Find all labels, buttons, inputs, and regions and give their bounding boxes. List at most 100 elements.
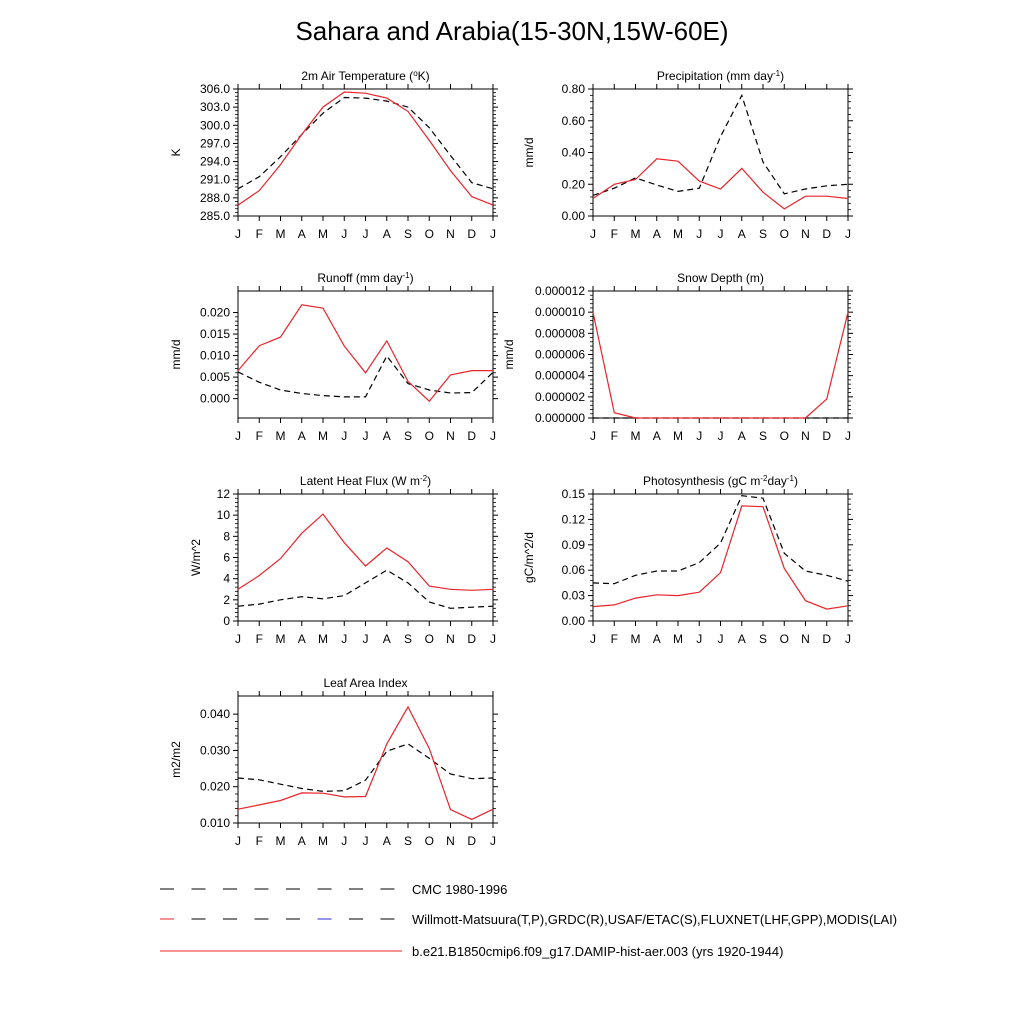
x-tick-label: J (490, 429, 496, 443)
x-tick-label: N (801, 429, 810, 443)
x-tick-label: S (404, 632, 412, 646)
series-line-model (237, 304, 493, 403)
x-tick-label: J (590, 429, 596, 443)
series-line-model (592, 312, 849, 419)
y-tick-label: 0.000000 (535, 411, 585, 425)
x-tick-label: A (738, 632, 746, 646)
y-tick-label: 2 (223, 593, 230, 607)
x-tick-label: A (298, 227, 306, 241)
chart-title: Leaf Area Index (323, 676, 407, 690)
y-tick-label: 0.030 (200, 743, 230, 757)
y-tick-label: 306.0 (200, 82, 230, 96)
x-tick-label: J (341, 429, 347, 443)
x-tick-label: A (298, 429, 306, 443)
x-tick-label: J (235, 834, 241, 848)
y-tick-label: 0.010 (200, 349, 230, 363)
series-line-observations (237, 354, 494, 398)
y-tick-label: 297.0 (200, 136, 230, 150)
y-axis-label: mm/d (502, 340, 516, 370)
series-line-model (237, 513, 494, 591)
series-line-observations (592, 495, 849, 585)
legend: CMC 1980-1996 Willmott-Matsuura(T,P),GRDC… (160, 882, 897, 959)
x-tick-label: F (611, 429, 618, 443)
x-tick-label: M (318, 429, 328, 443)
x-tick-label: F (611, 632, 618, 646)
x-tick-label: M (276, 632, 286, 646)
y-tick-label: 288.0 (200, 191, 230, 205)
legend-item-solid-red: b.e21.B1850cmip6.f09_g17.DAMIP-hist-aer.… (160, 944, 783, 959)
y-tick-label: 0.00 (562, 614, 586, 628)
y-tick-label: 0.020 (200, 780, 230, 794)
series-line-model (237, 91, 494, 206)
plot-frame (237, 493, 494, 622)
x-tick-label: M (318, 227, 328, 241)
x-tick-label: M (673, 632, 683, 646)
x-tick-label: M (631, 429, 641, 443)
x-tick-label: M (673, 227, 683, 241)
x-tick-label: M (276, 227, 286, 241)
x-tick-label: S (759, 429, 767, 443)
x-tick-label: J (235, 227, 241, 241)
x-tick-label: A (383, 632, 391, 646)
x-tick-label: J (696, 429, 702, 443)
series-line-observations (237, 569, 494, 609)
x-tick-label: J (590, 227, 596, 241)
y-tick-label: 291.0 (200, 173, 230, 187)
x-tick-label: D (822, 429, 831, 443)
x-tick-label: S (404, 429, 412, 443)
x-tick-label: N (446, 834, 455, 848)
y-tick-label: 0.20 (562, 177, 586, 191)
x-tick-label: O (425, 632, 434, 646)
x-tick-label: A (653, 227, 661, 241)
y-axis-label: gC/m^2/d (522, 532, 536, 583)
x-tick-label: N (801, 632, 810, 646)
y-axis-label: mm/d (169, 340, 183, 370)
y-axis-label: W/m^2 (189, 539, 203, 576)
x-tick-label: A (383, 227, 391, 241)
y-tick-label: 12 (217, 487, 231, 501)
x-tick-label: S (759, 632, 767, 646)
plot-frame (592, 290, 849, 419)
x-tick-label: M (318, 632, 328, 646)
y-tick-label: 0.000 (200, 392, 230, 406)
x-tick-label: A (383, 429, 391, 443)
x-tick-label: J (363, 429, 369, 443)
chart-panel-leaf-area-index: Leaf Area Index m2/m2 0.010 0.020 0.030 0.040… (169, 676, 498, 848)
series-line-observations (237, 96, 494, 190)
y-tick-label: 300.0 (200, 118, 230, 132)
x-tick-label: J (490, 834, 496, 848)
page-title: Sahara and Arabia(15-30N,15W-60E) (295, 16, 729, 46)
x-tick-label: A (738, 429, 746, 443)
x-tick-label: J (718, 429, 724, 443)
x-tick-label: A (653, 632, 661, 646)
y-axis-label: m2/m2 (169, 741, 183, 778)
x-tick-label: M (276, 429, 286, 443)
x-tick-label: S (404, 227, 412, 241)
x-tick-label: O (780, 632, 789, 646)
x-tick-label: M (631, 227, 641, 241)
x-tick-label: O (425, 227, 434, 241)
y-tick-label: 0.80 (562, 82, 586, 96)
x-tick-label: N (801, 227, 810, 241)
y-tick-label: 0 (223, 614, 230, 628)
y-tick-label: 0.040 (200, 707, 230, 721)
x-tick-label: D (467, 632, 476, 646)
x-tick-label: F (256, 429, 263, 443)
y-tick-label: 0.15 (562, 487, 586, 501)
x-tick-label: S (759, 227, 767, 241)
y-tick-label: 0.020 (200, 306, 230, 320)
y-tick-label: 0.40 (562, 146, 586, 160)
y-axis-label: mm/d (522, 138, 536, 168)
y-tick-label: 0.00 (562, 209, 586, 223)
chart-title: Photosynthesis (gC m-2day-1) (643, 474, 798, 489)
y-tick-label: 0.015 (200, 327, 230, 341)
chart-title: Runoff (mm day-1) (317, 271, 413, 286)
x-tick-label: J (341, 632, 347, 646)
series-line-model (592, 158, 849, 210)
series-line-model (237, 705, 494, 821)
y-tick-label: 0.12 (562, 512, 586, 526)
y-tick-label: 0.000008 (535, 326, 585, 340)
x-tick-label: S (404, 834, 412, 848)
x-tick-label: J (718, 632, 724, 646)
